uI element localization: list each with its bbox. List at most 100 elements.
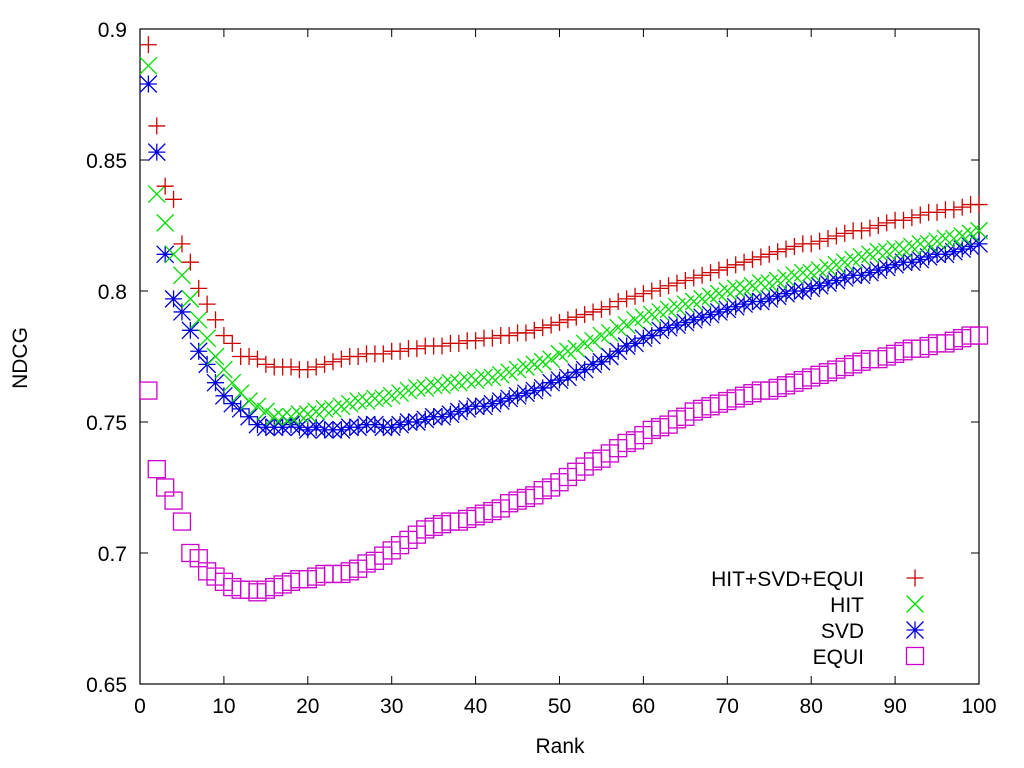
data-point (223, 373, 242, 392)
data-point (374, 345, 392, 363)
data-point (433, 337, 451, 355)
data-point (483, 329, 501, 347)
data-point (676, 272, 694, 290)
y-tick-label: 0.8 (98, 281, 127, 304)
data-point (651, 279, 669, 297)
data-point (643, 282, 661, 300)
data-point (592, 352, 611, 371)
y-tick-label: 0.9 (98, 19, 127, 42)
data-point (257, 355, 275, 373)
data-point (181, 289, 200, 308)
data-point (282, 358, 300, 376)
data-point (945, 201, 963, 219)
data-point (584, 303, 602, 321)
data-point (609, 342, 628, 361)
data-point (727, 256, 745, 274)
data-point (660, 277, 678, 295)
data-point (139, 75, 158, 93)
data-point (189, 310, 208, 329)
data-point (600, 347, 619, 366)
data-point (248, 397, 267, 416)
data-point (634, 285, 652, 303)
data-point (642, 326, 661, 345)
data-point (592, 300, 610, 318)
data-point (668, 274, 686, 292)
data-point (953, 198, 971, 216)
data-point (760, 245, 778, 263)
data-point (609, 292, 627, 310)
series-layer (139, 36, 989, 602)
y-tick-label: 0.85 (86, 150, 127, 173)
data-point (164, 491, 183, 510)
data-point (785, 237, 803, 255)
legend-label: HIT+SVD+EQUI (711, 568, 864, 591)
data-point (861, 219, 879, 237)
data-point (886, 240, 905, 259)
x-tick-label: 50 (548, 695, 571, 718)
y-axis: 0.65 0.7 0.75 0.8 0.85 0.9 (86, 19, 979, 697)
x-tick-label: 40 (464, 695, 487, 718)
data-point (164, 245, 183, 264)
data-point (248, 350, 266, 368)
data-point (240, 392, 259, 410)
legend-marker (906, 621, 924, 639)
data-point (156, 177, 174, 195)
data-point (206, 347, 225, 366)
data-point (584, 331, 603, 350)
y-tick-label: 0.75 (86, 412, 127, 435)
data-point (215, 327, 233, 345)
data-point (735, 253, 753, 271)
x-tick-label: 10 (212, 695, 235, 718)
data-point (349, 348, 367, 365)
data-point (290, 405, 309, 424)
data-point (534, 319, 552, 337)
data-point (307, 358, 325, 376)
data-point (567, 308, 585, 326)
data-point (525, 321, 543, 339)
legend-label: EQUI (813, 646, 864, 669)
y-axis-label: NDCG (9, 327, 32, 389)
data-point (315, 399, 334, 418)
data-point (551, 313, 568, 331)
data-point (450, 334, 468, 352)
data-point (223, 334, 241, 352)
data-point (836, 224, 854, 242)
data-point (878, 214, 896, 232)
data-point (424, 376, 443, 395)
data-point (147, 460, 166, 479)
data-point (207, 311, 225, 329)
data-point (970, 234, 988, 253)
data-point (223, 394, 242, 413)
data-point (618, 290, 636, 308)
data-point (391, 342, 409, 360)
data-point (407, 378, 426, 397)
data-point (240, 348, 258, 365)
data-point (567, 339, 586, 358)
data-point (777, 240, 795, 258)
legend-marker (905, 646, 925, 666)
data-point (718, 258, 736, 276)
data-point (164, 289, 183, 308)
series-svd (139, 75, 988, 439)
data-point (693, 266, 711, 284)
data-point (139, 56, 158, 75)
data-point (970, 196, 988, 214)
data-point (853, 222, 871, 240)
data-point (752, 248, 770, 266)
data-point (827, 227, 845, 245)
data-point (710, 261, 728, 279)
data-point (685, 269, 703, 287)
data-point (743, 251, 761, 269)
data-point (467, 332, 485, 350)
data-point (181, 253, 199, 271)
data-point (156, 213, 175, 232)
y-tick-label: 0.65 (86, 674, 127, 697)
data-point (869, 217, 887, 234)
x-tick-label: 30 (380, 695, 403, 718)
data-point (458, 371, 477, 390)
data-point (299, 361, 317, 379)
data-point (441, 373, 460, 392)
data-point (408, 340, 426, 358)
data-point (181, 321, 200, 340)
